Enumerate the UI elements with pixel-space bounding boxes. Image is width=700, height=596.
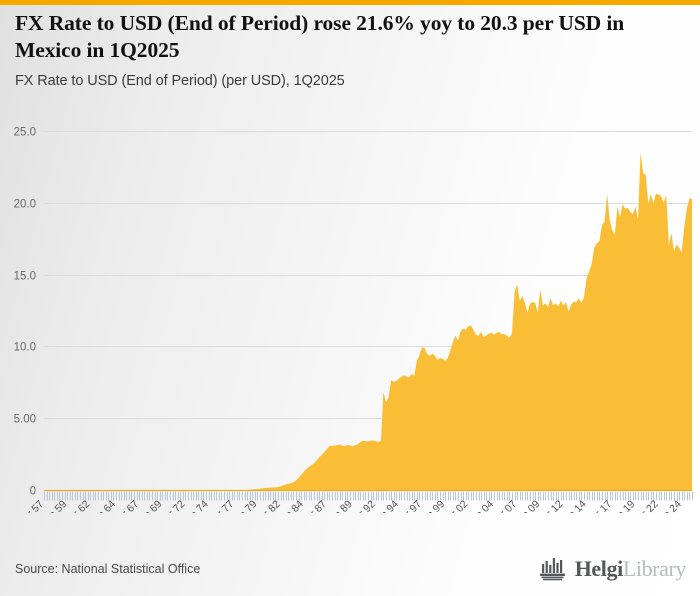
x-minor-ticks [44, 491, 693, 501]
page-title: FX Rate to USD (End of Period) rose 21.6… [15, 11, 625, 62]
y-axis-tick-label: 0 [30, 486, 36, 498]
logo-wordmark: HelgiLibrary [574, 556, 687, 581]
y-axis-tick-label: 25.0 [14, 127, 36, 139]
logo-helgi-text: Helgi [574, 556, 624, 581]
chart-footer: Source: National Statistical Office Helg… [0, 548, 700, 596]
y-axis-tick-label: 15.0 [14, 271, 36, 283]
series-area-fx-rate [44, 152, 692, 490]
chart-plot-area: 0 5.00 10.0 15.0 20.0 25.0 Mar 57Sep 59Mar 62… [0, 118, 700, 513]
bar-chart-building-icon [539, 558, 565, 581]
helgi-library-logo[interactable]: HelgiLibrary [538, 556, 686, 582]
area-chart-svg: 0 5.00 10.0 15.0 20.0 25.0 Mar 57Sep 59Mar 62… [14, 127, 693, 513]
accent-top-bar [0, 0, 700, 5]
y-axis-tick-label: 10.0 [14, 342, 36, 354]
x-axis-tick-label: Mar 57 [15, 498, 47, 513]
x-axis-labels: Mar 57Sep 59Mar 62Sep 64Mar 67Sep 69Mar … [15, 498, 684, 513]
chart-subtitle: FX Rate to USD (End of Period) (per USD)… [15, 73, 345, 89]
y-axis-tick-label: 5.00 [14, 414, 36, 426]
series-group [44, 152, 692, 490]
y-axis-tick-label: 20.0 [14, 199, 36, 211]
source-note: Source: National Statistical Office [15, 562, 201, 576]
chart-header: FX Rate to USD (End of Period) rose 21.6… [15, 10, 685, 89]
y-axis-labels: 0 5.00 10.0 15.0 20.0 25.0 [14, 127, 36, 498]
logo-library-text: Library [622, 556, 687, 581]
